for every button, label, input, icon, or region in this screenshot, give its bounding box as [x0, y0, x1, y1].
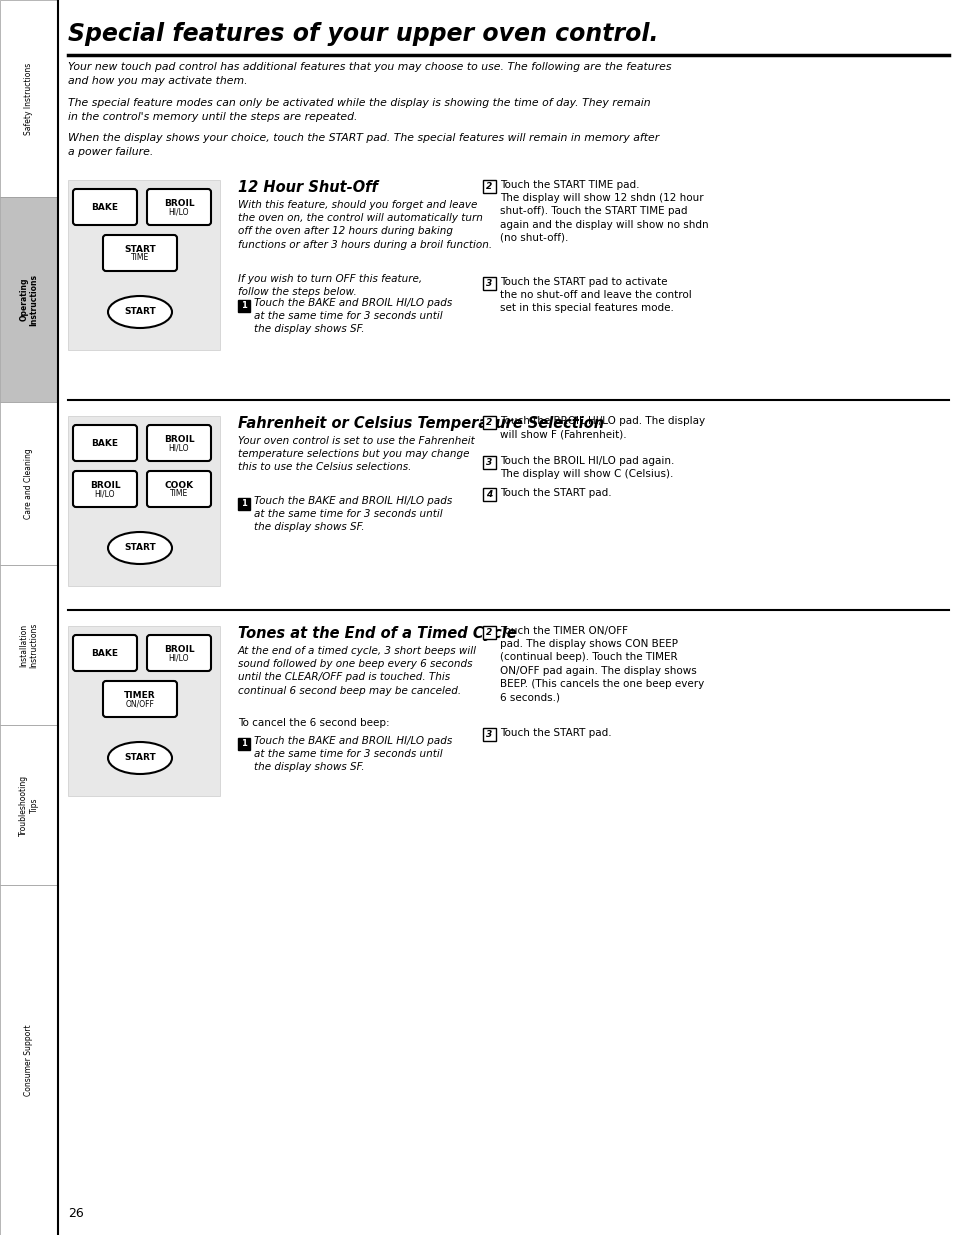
Text: Touch the START pad to activate
the no shut-off and leave the control
set in thi: Touch the START pad to activate the no s… [499, 277, 691, 314]
Text: Touch the BROIL HI/LO pad. The display
will show F (Fahrenheit).: Touch the BROIL HI/LO pad. The display w… [499, 416, 704, 440]
Text: 3: 3 [486, 458, 492, 467]
Text: Tones at the End of a Timed Cycle: Tones at the End of a Timed Cycle [237, 626, 517, 641]
Text: Special features of your upper oven control.: Special features of your upper oven cont… [68, 22, 658, 46]
Text: 1: 1 [241, 499, 247, 509]
Text: 2: 2 [486, 629, 492, 637]
Text: BAKE: BAKE [91, 438, 118, 447]
Bar [68, 416, 220, 585]
Text: START: START [124, 753, 155, 762]
Bar [237, 739, 250, 750]
Text: HI/LO: HI/LO [169, 207, 189, 216]
Text: With this feature, should you forget and leave
the oven on, the control will aut: With this feature, should you forget and… [237, 200, 492, 249]
Text: 26: 26 [68, 1207, 84, 1220]
Bar [482, 180, 496, 193]
Text: 2: 2 [486, 182, 492, 191]
Text: START: START [124, 245, 155, 253]
Ellipse shape [108, 296, 172, 329]
Text: Your oven control is set to use the Fahrenheit
temperature selections but you ma: Your oven control is set to use the Fahr… [237, 436, 475, 473]
Text: HI/LO: HI/LO [169, 443, 189, 452]
Text: TIMER: TIMER [124, 690, 155, 699]
Bar [482, 277, 496, 290]
Bar [0, 198, 58, 403]
Text: Installation
Instructions: Installation Instructions [19, 622, 39, 668]
Bar [482, 626, 496, 638]
FancyBboxPatch shape [147, 189, 211, 225]
Bar [237, 498, 250, 510]
FancyBboxPatch shape [73, 471, 137, 508]
FancyBboxPatch shape [147, 471, 211, 508]
Text: Touch the BAKE and BROIL HI/LO pads
at the same time for 3 seconds until
the dis: Touch the BAKE and BROIL HI/LO pads at t… [253, 736, 452, 772]
Bar [482, 727, 496, 741]
Text: HI/LO: HI/LO [169, 653, 189, 662]
Text: Touch the TIMER ON/OFF
pad. The display shows CON BEEP
(continual beep). Touch t: Touch the TIMER ON/OFF pad. The display … [499, 626, 703, 701]
Bar [0, 885, 58, 1235]
Text: BROIL: BROIL [90, 480, 120, 489]
Text: Fahrenheit or Celsius Temperature Selection: Fahrenheit or Celsius Temperature Select… [237, 416, 603, 431]
Text: Touch the START pad.: Touch the START pad. [499, 488, 611, 498]
Bar [237, 300, 250, 312]
Text: Care and Cleaning: Care and Cleaning [25, 448, 33, 519]
Text: ON/OFF: ON/OFF [126, 699, 154, 709]
Text: 1: 1 [241, 740, 247, 748]
Ellipse shape [108, 742, 172, 774]
Bar [482, 488, 496, 501]
Text: 1: 1 [241, 301, 247, 310]
FancyBboxPatch shape [73, 425, 137, 461]
Bar [0, 403, 58, 564]
Text: Safety Instructions: Safety Instructions [25, 63, 33, 135]
FancyBboxPatch shape [147, 635, 211, 671]
Bar [482, 416, 496, 429]
Text: Touch the BAKE and BROIL HI/LO pads
at the same time for 3 seconds until
the dis: Touch the BAKE and BROIL HI/LO pads at t… [253, 298, 452, 335]
Text: To cancel the 6 second beep:: To cancel the 6 second beep: [237, 718, 389, 727]
Text: 4: 4 [486, 490, 492, 499]
Text: At the end of a timed cycle, 3 short beeps will
sound followed by one beep every: At the end of a timed cycle, 3 short bee… [237, 646, 476, 695]
Text: 12 Hour Shut-Off: 12 Hour Shut-Off [237, 180, 377, 195]
Text: Operating
Instructions: Operating Instructions [19, 273, 39, 326]
Text: BROIL: BROIL [164, 435, 194, 443]
Text: TIME: TIME [170, 489, 188, 499]
Text: COOK: COOK [164, 480, 193, 489]
Text: BAKE: BAKE [91, 203, 118, 211]
Text: HI/LO: HI/LO [94, 489, 115, 499]
FancyBboxPatch shape [103, 235, 177, 270]
Bar [482, 456, 496, 469]
Text: Touch the BROIL HI/LO pad again.
The display will show C (Celsius).: Touch the BROIL HI/LO pad again. The dis… [499, 456, 674, 479]
Text: 3: 3 [486, 730, 492, 739]
Text: START: START [124, 308, 155, 316]
Text: TIME: TIME [131, 253, 149, 263]
Text: START: START [124, 543, 155, 552]
Text: Touch the START pad.: Touch the START pad. [499, 727, 611, 739]
Text: Touch the START TIME pad.
The display will show 12 shdn (12 hour
shut-off). Touc: Touch the START TIME pad. The display wi… [499, 180, 708, 243]
Ellipse shape [108, 532, 172, 564]
Text: Troubleshooting
Tips: Troubleshooting Tips [19, 774, 39, 836]
FancyBboxPatch shape [103, 680, 177, 718]
Bar [0, 0, 58, 198]
Text: When the display shows your choice, touch the START pad. The special features wi: When the display shows your choice, touc… [68, 133, 659, 157]
FancyBboxPatch shape [147, 425, 211, 461]
Text: BROIL: BROIL [164, 645, 194, 653]
Text: 2: 2 [486, 417, 492, 427]
Text: If you wish to turn OFF this feature,
follow the steps below.: If you wish to turn OFF this feature, fo… [237, 274, 421, 298]
FancyBboxPatch shape [73, 189, 137, 225]
Text: Your new touch pad control has additional features that you may choose to use. T: Your new touch pad control has additiona… [68, 62, 671, 86]
Text: Consumer Support: Consumer Support [25, 1024, 33, 1095]
Text: 3: 3 [486, 279, 492, 288]
Bar [68, 180, 220, 350]
Text: BAKE: BAKE [91, 648, 118, 657]
Bar [68, 626, 220, 797]
Text: Touch the BAKE and BROIL HI/LO pads
at the same time for 3 seconds until
the dis: Touch the BAKE and BROIL HI/LO pads at t… [253, 496, 452, 532]
Text: BROIL: BROIL [164, 199, 194, 207]
Bar [0, 725, 58, 885]
Text: The special feature modes can only be activated while the display is showing the: The special feature modes can only be ac… [68, 98, 650, 122]
FancyBboxPatch shape [73, 635, 137, 671]
Bar [0, 564, 58, 725]
